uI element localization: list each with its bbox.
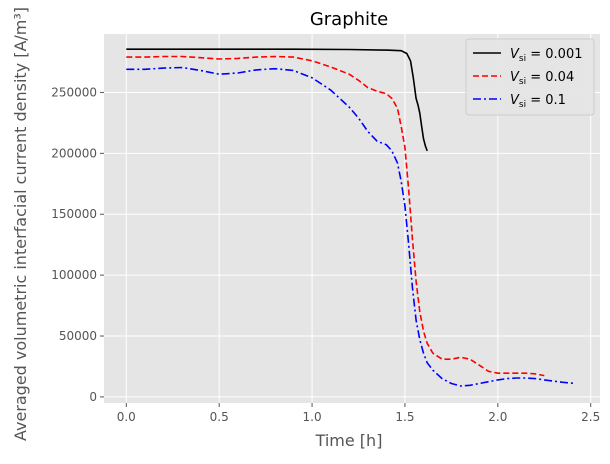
series-line-2 [126,55,545,377]
legend: Vsi = 0.001 Vsi = 0.04 Vsi = 0.1 [465,38,595,116]
series-line-1 [126,48,428,152]
series-line-3 [126,66,576,387]
y-tick-label: 0 [89,390,97,404]
x-axis-label: Time [h] [315,431,383,450]
y-axis-ticks: 0 50000 100000 150000 200000 250000 [51,85,104,404]
legend-box [465,38,595,116]
x-tick-label: 0.5 [210,410,229,424]
y-tick-label: 100000 [51,268,97,282]
series-lines [126,48,576,387]
y-tick-label: 150000 [51,207,97,221]
x-axis-ticks: 0.0 0.5 1.0 1.5 2.0 2.5 [117,403,600,424]
legend-entry: Vsi = 0.04 [510,70,574,87]
x-tick-label: 0.0 [117,410,136,424]
grid [104,34,600,403]
y-axis-label: Averaged volumetric interfacial current … [11,7,30,441]
legend-entry: Vsi = 0.001 [510,47,582,64]
y-tick-label: 250000 [51,85,97,99]
x-tick-label: 2.5 [581,410,600,424]
y-tick-label: 200000 [51,146,97,160]
chart-title: Graphite [310,9,388,30]
x-tick-label: 1.5 [395,410,414,424]
legend-entry: Vsi = 0.1 [510,93,566,110]
y-tick-label: 50000 [59,329,97,343]
x-tick-label: 2.0 [488,410,507,424]
x-tick-label: 1.0 [303,410,322,424]
